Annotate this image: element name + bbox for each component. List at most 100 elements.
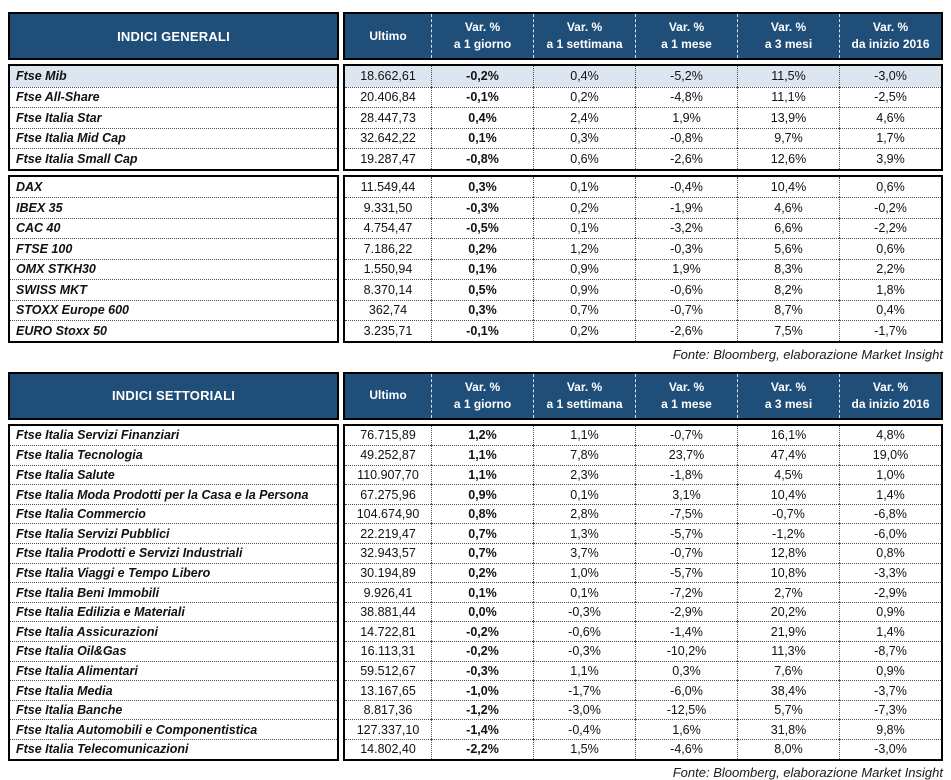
ultimo-value-cell: 9.331,50: [345, 197, 431, 218]
column-header-var-3: Var. % a 1 mese: [635, 373, 737, 418]
ultimo-value-cell: 76.715,89: [360, 428, 416, 443]
ultimo-value-cell: 127.337,10: [345, 719, 431, 739]
var-value-cell: 0,1%: [431, 127, 533, 148]
var-value-cell: 0,1%: [533, 217, 635, 238]
var-value-cell: 3,7%: [533, 543, 635, 563]
var-value-cell: 7,6%: [737, 660, 839, 681]
var-value-cell: 47,4%: [737, 445, 839, 465]
var-value-cell: 0,7%: [533, 299, 635, 320]
var-value-cell: -2,5%: [839, 86, 941, 107]
source-note-generali: Fonte: Bloomberg, elaborazione Market In…: [672, 346, 943, 362]
var-value-cell: 7,8%: [533, 445, 635, 465]
var-value-cell: -0,3%: [533, 641, 635, 661]
var-value-cell: 4,8%: [839, 425, 941, 446]
var-value-cell: 0,3%: [431, 176, 533, 197]
var-value-cell: 5,6%: [737, 238, 839, 259]
row-name-cell: Ftse Italia Oil&Gas: [10, 641, 337, 661]
var-value-cell: -2,2%: [839, 217, 941, 238]
var-value-cell: 9,8%: [839, 719, 941, 739]
var-value-cell: 0,1%: [431, 258, 533, 279]
var-value-cell: -2,9%: [635, 601, 737, 622]
var-value-cell: -5,2%: [635, 66, 737, 87]
ultimo-value-cell: 49.252,87: [345, 445, 431, 465]
var-header-line2: a 1 settimana: [546, 396, 623, 411]
row-name-cell: CAC 40: [10, 217, 337, 239]
var-header-line1: Var. %: [770, 20, 807, 34]
column-header-var-5: Var. % da inizio 2016: [839, 373, 941, 418]
var-value-cell: -6,8%: [839, 503, 941, 524]
value-columns-indici-settoriali: Ultimo Var. % a 1 giorno Var. % a 1 settiman…: [343, 371, 943, 761]
header-block-values-indici-settoriali: Ultimo Var. % a 1 giorno Var. % a 1 settiman…: [343, 371, 943, 420]
var-header-line1: Var. %: [872, 20, 909, 34]
row-name-cell: FTSE 100: [10, 238, 337, 259]
var-value-cell: 7,5%: [737, 320, 839, 341]
var-value-cell: 1,1%: [431, 464, 533, 485]
var-value-cell: 0,2%: [533, 320, 635, 341]
var-value-cell: 0,9%: [431, 484, 533, 504]
var-value-cell: 0,4%: [839, 299, 941, 320]
var-value-cell: 0,2%: [431, 238, 533, 259]
var-value-cell: 2,8%: [533, 503, 635, 524]
row-name-cell: Ftse Italia Beni Immobili: [10, 582, 337, 602]
ultimo-value-cell: 1.550,94: [345, 258, 431, 280]
var-value-cell: 0,8%: [431, 503, 533, 524]
row-name-cell: Ftse Italia Telecomunicazioni: [10, 739, 337, 759]
row-name-cell: Ftse Italia Media: [10, 680, 337, 700]
var-value-cell: -1,7%: [839, 320, 941, 341]
var-value-cell: 19,0%: [839, 445, 941, 465]
header-block-values-indici-generali: Ultimo Var. % a 1 giorno Var. % a 1 settiman…: [343, 12, 943, 60]
ultimo-value-cell: 362,74: [345, 299, 431, 321]
var-value-cell: 31,8%: [737, 719, 839, 739]
ultimo-value-cell: 14.802,40: [345, 739, 431, 759]
var-value-cell: 0,0%: [431, 601, 533, 622]
var-value-cell: -6,0%: [635, 680, 737, 700]
var-value-cell: 8,7%: [737, 299, 839, 320]
var-value-cell: -0,6%: [635, 279, 737, 300]
var-value-cell: 16,1%: [737, 425, 839, 446]
row-name-cell: Ftse Italia Tecnologia: [10, 445, 337, 465]
var-value-cell: 5,7%: [737, 699, 839, 720]
var-value-cell: 20,2%: [737, 601, 839, 622]
var-value-cell: -4,8%: [635, 86, 737, 107]
ultimo-value-cell: 20.406,84: [345, 86, 431, 108]
var-header-line1: Var. %: [464, 379, 501, 394]
var-value-cell: -5,7%: [635, 523, 737, 544]
var-header-line2: a 1 giorno: [453, 37, 512, 51]
var-value-cell: -3,0%: [533, 699, 635, 720]
var-value-cell: 12,6%: [737, 148, 839, 169]
row-name-cell: EURO Stoxx 50: [10, 320, 337, 341]
row-name-cell: Ftse Italia Viaggi e Tempo Libero: [10, 562, 337, 583]
var-value-cell: -3,0%: [839, 66, 941, 87]
row-name-cell: DAX: [16, 179, 43, 194]
var-value-cell: -7,2%: [635, 582, 737, 602]
var-value-cell: 0,1%: [533, 176, 635, 197]
row-name-cell: Ftse Italia Commercio: [10, 503, 337, 524]
var-value-cell: -8,7%: [839, 641, 941, 661]
var-header-line1: Var. %: [872, 379, 909, 394]
var-value-cell: -1,9%: [635, 197, 737, 218]
ultimo-value-cell: 19.287,47: [345, 148, 431, 169]
ultimo-value-cell: 9.926,41: [345, 582, 431, 602]
var-value-cell: 0,6%: [533, 148, 635, 169]
var-header-line1: Var. %: [464, 20, 501, 34]
var-value-cell: -0,8%: [635, 127, 737, 148]
var-value-cell: 1,9%: [635, 258, 737, 279]
column-header-ultimo: Ultimo: [345, 374, 431, 418]
var-value-cell: -0,1%: [431, 320, 533, 341]
var-value-cell: 8,0%: [737, 739, 839, 759]
var-value-cell: 0,2%: [533, 197, 635, 218]
var-value-cell: 3,1%: [635, 484, 737, 504]
var-header-line2: da inizio 2016: [851, 37, 930, 51]
header-block-title-indici-settoriali: INDICI SETTORIALI: [8, 371, 339, 420]
name-column-indici-settoriali: INDICI SETTORIALI Ftse Italia Servizi Fin…: [8, 371, 339, 761]
var-value-cell: -12,5%: [635, 699, 737, 720]
var-value-cell: 11,3%: [737, 641, 839, 661]
var-value-cell: 2,7%: [737, 582, 839, 602]
ultimo-value-cell: 3.235,71: [345, 320, 431, 341]
ultimo-value-cell: 28.447,73: [345, 107, 431, 128]
var-value-cell: 0,2%: [431, 562, 533, 583]
ultimo-value-cell: 11.549,44: [360, 179, 416, 194]
table-title-indici-generali: INDICI GENERALI: [117, 28, 230, 44]
ultimo-value-cell: 32.943,57: [345, 543, 431, 563]
ultimo-value-cell: 8.370,14: [345, 279, 431, 300]
